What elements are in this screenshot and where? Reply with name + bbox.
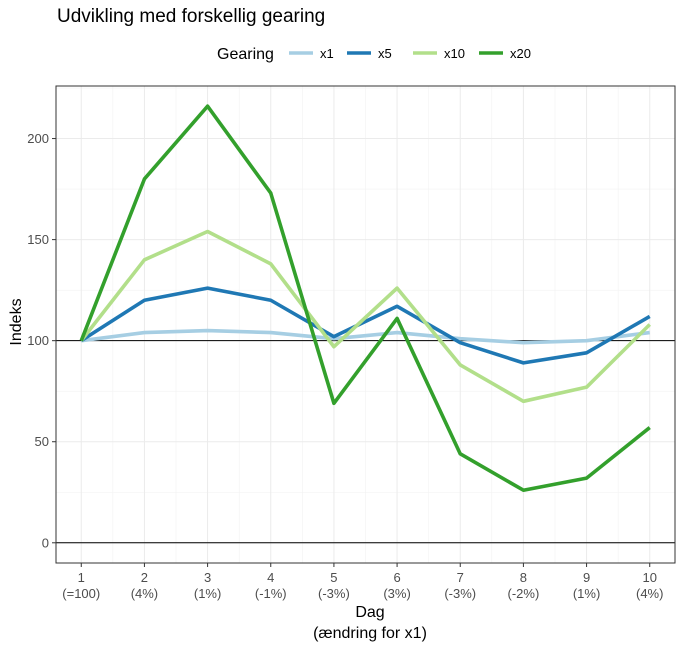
x-tick-label: 10 bbox=[643, 570, 657, 585]
x-tick-sublabel: (-3%) bbox=[318, 586, 350, 601]
y-tick-label: 100 bbox=[27, 333, 49, 348]
x-tick-label: 7 bbox=[457, 570, 464, 585]
y-tick-label: 150 bbox=[27, 232, 49, 247]
legend-title: Gearing bbox=[217, 46, 274, 63]
x-tick-label: 9 bbox=[583, 570, 590, 585]
plot-panel-border bbox=[55, 85, 676, 564]
legend-label-x20: x20 bbox=[510, 46, 531, 61]
x-tick-label: 1 bbox=[78, 570, 85, 585]
x-tick-label: 4 bbox=[267, 570, 274, 585]
x-tick-label: 5 bbox=[330, 570, 337, 585]
legend-label-x1: x1 bbox=[320, 46, 334, 61]
series-line-x10 bbox=[79, 229, 651, 404]
x-tick-sublabel: (=100) bbox=[62, 586, 100, 601]
series-line-x20 bbox=[79, 104, 651, 493]
x-tick-label: 3 bbox=[204, 570, 211, 585]
x-tick-sublabel: (-3%) bbox=[444, 586, 476, 601]
legend-label-x10: x10 bbox=[444, 46, 465, 61]
x-tick-sublabel: (1%) bbox=[573, 586, 600, 601]
x-tick-label: 2 bbox=[141, 570, 148, 585]
x-axis-subtitle: (ændring for x1) bbox=[313, 625, 427, 642]
legend-label-x5: x5 bbox=[378, 46, 392, 61]
y-axis-title: Indeks bbox=[8, 298, 25, 345]
x-tick-sublabel: (4%) bbox=[131, 586, 158, 601]
x-tick-sublabel: (4%) bbox=[636, 586, 663, 601]
y-tick-label: 50 bbox=[35, 434, 49, 449]
y-tick-label: 200 bbox=[27, 131, 49, 146]
x-tick-label: 6 bbox=[393, 570, 400, 585]
x-tick-sublabel: (1%) bbox=[194, 586, 221, 601]
y-tick-label: 0 bbox=[42, 535, 49, 550]
x-tick-label: 8 bbox=[520, 570, 527, 585]
legend: Gearing x1 x5 x10 x20 bbox=[217, 46, 531, 63]
series-line-x5 bbox=[80, 286, 651, 365]
x-tick-sublabel: (-1%) bbox=[255, 586, 287, 601]
x-tick-sublabel: (3%) bbox=[383, 586, 410, 601]
chart-title: Udvikling med forskellig gearing bbox=[57, 6, 325, 27]
x-tick-sublabel: (-2%) bbox=[508, 586, 540, 601]
x-axis-title: Dag bbox=[355, 604, 384, 621]
series-line-x1 bbox=[81, 328, 650, 345]
